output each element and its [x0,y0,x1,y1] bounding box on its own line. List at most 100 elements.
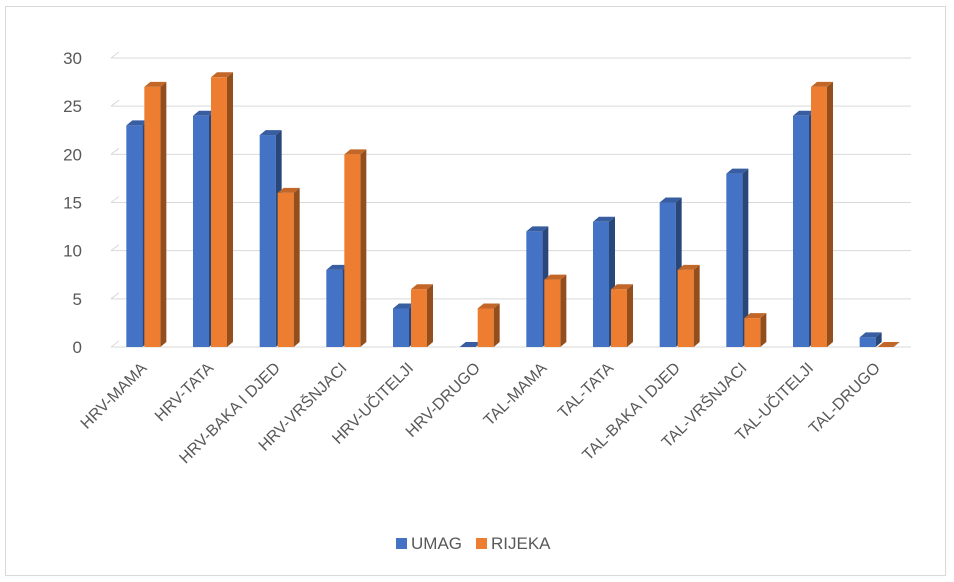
y-tick-label: 5 [73,290,82,309]
legend-item-umag: UMAG [396,534,462,553]
bar-top [477,303,500,309]
bar-side [693,264,700,347]
bar-side [360,149,367,347]
legend-swatch [476,538,487,549]
bar-front [193,115,209,347]
bar-side [627,284,633,347]
bar-front [393,308,409,347]
bar-top [593,216,615,222]
bar-top [211,72,233,78]
gridline-edge [110,147,120,155]
bar-top [326,264,349,270]
bars [126,72,900,348]
bar-top [677,264,700,270]
bar-top [144,81,167,87]
bar-front [344,154,361,347]
bar-front [544,279,561,347]
legend: UMAG RIJEKA [396,534,551,553]
gridline-edge [110,51,120,59]
x-tick-label: HRV-MAMA [78,360,151,433]
x-tick-label: TAL-TATA [555,360,617,422]
legend-item-rijeka: RIJEKA [476,534,551,553]
bar-front [859,337,876,347]
bar-front [144,86,161,348]
legend-swatch [396,538,407,549]
bar-rijeka-11 [811,81,833,348]
bar-top [544,274,567,280]
bar-side [760,313,767,347]
bar-rijeka-4 [344,149,367,347]
gridline-edge [110,196,120,203]
bar-side [427,284,433,347]
gridline-edge [110,244,120,252]
bar-rijeka-9 [677,264,700,347]
bar-front [477,308,494,347]
bar-rijeka-12 [877,342,900,347]
bar-top [859,332,882,338]
bar-front [811,86,827,348]
bar-front [659,202,676,347]
bar-top [193,110,215,116]
bar-umag-12 [859,332,882,347]
y-tick-label: 0 [73,338,82,357]
x-tick-label: TAL-MAMA [481,360,551,430]
bar-rijeka-10 [744,313,767,347]
bar-top [526,226,549,232]
bar-side [160,81,167,348]
bar-rijeka-7 [544,274,567,347]
bar-front [211,77,227,348]
bar-top [744,313,767,319]
bar-top [393,303,415,309]
gridlines [110,51,911,348]
bar-front [593,221,609,347]
bar-top [659,197,682,203]
legend-label: UMAG [411,534,462,553]
bar-rijeka-2 [211,72,233,348]
bar-front [611,289,627,347]
legend-label: RIJEKA [491,534,551,553]
bar-side [560,274,567,347]
bar-side [293,187,300,347]
bar-side [827,81,833,348]
bar-front [526,231,543,347]
bar-rijeka-5 [411,284,433,347]
bar-front [126,125,143,347]
gridline-edge [110,340,120,348]
bar-front [726,173,743,347]
bar-top [726,168,749,174]
bar-top [126,120,149,126]
bar-umag-10 [726,168,749,347]
bar-front [411,289,427,347]
bar-umag-6 [459,342,482,347]
bar-front [744,318,761,347]
bar-side [493,303,500,347]
bar-top [811,81,833,87]
x-tick-label: TAL-DRUGO [806,360,884,438]
bar-side [227,72,233,348]
y-tick-label: 20 [63,145,82,164]
bar-side [875,332,882,347]
y-tick-label: 10 [63,242,82,261]
gridline-edge [110,292,120,300]
bar-top [259,130,282,136]
bar-top [344,149,367,155]
bar-front [326,269,343,347]
bar-rijeka-6 [477,303,500,347]
bar-rijeka-1 [144,81,167,348]
y-tick-label: 30 [63,49,82,68]
bar-top [877,342,900,347]
bar-rijeka-8 [611,284,633,347]
bar-top [459,342,482,347]
bar-front [793,115,809,347]
x-tick-label: HRV-TATA [152,360,217,425]
bar-top [411,284,433,290]
gridline-edge [110,99,120,107]
bar-top [793,110,815,116]
bar-top [611,284,633,290]
bar-top [277,187,300,193]
bar-front [677,269,694,347]
y-tick-label: 15 [63,194,82,213]
y-axis-tick-labels: 0 5 10 15 20 25 30 [63,49,82,357]
